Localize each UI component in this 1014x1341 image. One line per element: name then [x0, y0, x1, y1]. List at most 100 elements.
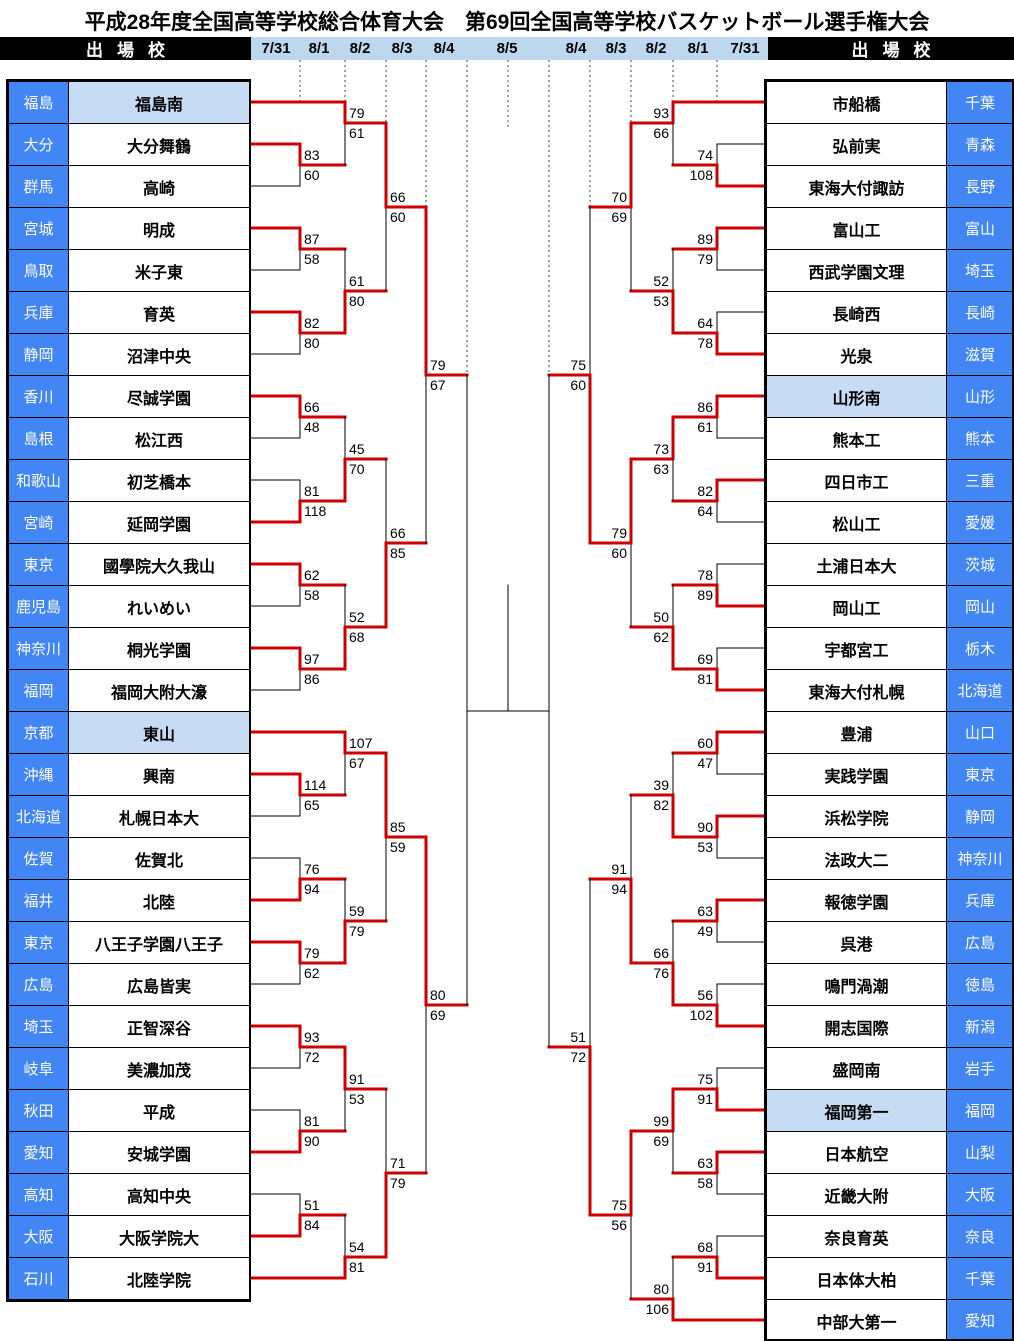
team-cell: 山形南 — [766, 375, 947, 418]
score-label: 61 — [349, 125, 365, 141]
score-label: 81 — [349, 1259, 365, 1275]
team-cell: 福島南 — [68, 81, 250, 124]
prefecture-cell: 岩手 — [946, 1047, 1014, 1090]
score-label: 71 — [390, 1155, 406, 1171]
score-label: 58 — [697, 1175, 713, 1191]
score-label: 52 — [349, 609, 365, 625]
score-label: 84 — [304, 1217, 320, 1233]
score-label: 60 — [570, 377, 586, 393]
prefecture-cell: 神奈川 — [8, 627, 69, 670]
team-cell: 福岡第一 — [766, 1089, 947, 1132]
prefecture-cell: 東京 — [946, 753, 1014, 796]
team-cell: 中部大第一 — [766, 1299, 947, 1341]
team-cell: 沼津中央 — [68, 333, 250, 376]
score-label: 69 — [653, 1133, 669, 1149]
score-label: 99 — [653, 1113, 669, 1129]
score-label: 60 — [611, 545, 627, 561]
prefecture-cell: 栃木 — [946, 627, 1014, 670]
prefecture-cell: 徳島 — [946, 963, 1014, 1006]
team-cell: 尽誠学園 — [68, 375, 250, 418]
score-label: 81 — [697, 671, 713, 687]
team-cell: 正智深谷 — [68, 1005, 250, 1048]
score-label: 72 — [304, 1049, 320, 1065]
score-label: 61 — [697, 419, 713, 435]
team-cell: 鳴門渦潮 — [766, 963, 947, 1006]
score-label: 86 — [304, 671, 320, 687]
prefecture-cell: 愛知 — [946, 1299, 1014, 1341]
score-label: 102 — [689, 1007, 713, 1023]
team-cell: 松山工 — [766, 501, 947, 544]
prefecture-cell: 大阪 — [946, 1173, 1014, 1216]
score-label: 39 — [653, 777, 669, 793]
score-label: 62 — [304, 965, 320, 981]
score-label: 80 — [430, 987, 446, 1003]
team-cell: 岡山工 — [766, 585, 947, 628]
team-cell: 米子東 — [68, 249, 250, 292]
date-label: 7/31 — [261, 40, 291, 57]
team-cell: 興南 — [68, 753, 250, 796]
team-cell: 盛岡南 — [766, 1047, 947, 1090]
score-label: 66 — [653, 945, 669, 961]
prefecture-cell: 京都 — [8, 711, 69, 754]
team-cell: 延岡学園 — [68, 501, 250, 544]
score-label: 82 — [653, 797, 669, 813]
score-label: 89 — [697, 231, 713, 247]
team-cell: 安城学園 — [68, 1131, 250, 1174]
team-cell: れいめい — [68, 585, 250, 628]
score-label: 67 — [430, 377, 446, 393]
team-cell: 育英 — [68, 291, 250, 334]
prefecture-cell: 長野 — [946, 165, 1014, 208]
prefecture-cell: 広島 — [946, 921, 1014, 964]
score-label: 53 — [653, 293, 669, 309]
score-label: 81 — [304, 1113, 320, 1129]
prefecture-cell: 香川 — [8, 375, 69, 418]
prefecture-cell: 東京 — [8, 921, 69, 964]
prefecture-cell: 福島 — [8, 81, 69, 124]
team-cell: 北陸 — [68, 879, 250, 922]
date-label: 8/1 — [308, 40, 330, 57]
team-cell: 近畿大附 — [766, 1173, 947, 1216]
prefecture-cell: 広島 — [8, 963, 69, 1006]
score-label: 56 — [697, 987, 713, 1003]
prefecture-cell: 滋賀 — [946, 333, 1014, 376]
team-cell: 桐光学園 — [68, 627, 250, 670]
team-cell: 平成 — [68, 1089, 250, 1132]
score-label: 79 — [611, 525, 627, 541]
score-label: 81 — [304, 483, 320, 499]
date-label: 8/3 — [391, 40, 413, 57]
team-cell: 大阪学院大 — [68, 1215, 250, 1258]
team-cell: 福岡大附大濠 — [68, 669, 250, 712]
team-cell: 東海大付札幌 — [766, 669, 947, 712]
team-cell: 國學院大久我山 — [68, 543, 250, 586]
team-cell: 西武学園文理 — [766, 249, 947, 292]
prefecture-cell: 埼玉 — [946, 249, 1014, 292]
team-cell: 熊本工 — [766, 417, 947, 460]
team-cell: 日本航空 — [766, 1131, 947, 1174]
team-cell: 東海大付諏訪 — [766, 165, 947, 208]
team-cell: 浜松学院 — [766, 795, 947, 838]
score-label: 94 — [304, 881, 320, 897]
score-label: 87 — [304, 231, 320, 247]
team-cell: 法政大二 — [766, 837, 947, 880]
score-label: 75 — [611, 1197, 627, 1213]
score-label: 78 — [697, 335, 713, 351]
score-label: 64 — [697, 315, 713, 331]
score-label: 69 — [697, 651, 713, 667]
date-header-strip — [251, 37, 768, 60]
date-label: 8/4 — [565, 40, 587, 57]
prefecture-cell: 千葉 — [946, 81, 1014, 124]
team-cell: 佐賀北 — [68, 837, 250, 880]
team-cell: 四日市工 — [766, 459, 947, 502]
team-cell: 美濃加茂 — [68, 1047, 250, 1090]
score-label: 68 — [349, 629, 365, 645]
score-label: 60 — [304, 167, 320, 183]
score-label: 59 — [349, 903, 365, 919]
score-label: 51 — [304, 1197, 320, 1213]
team-cell: 松江西 — [68, 417, 250, 460]
score-label: 93 — [653, 105, 669, 121]
score-label: 94 — [611, 881, 627, 897]
score-label: 91 — [697, 1091, 713, 1107]
prefecture-cell: 山形 — [946, 375, 1014, 418]
score-label: 62 — [304, 567, 320, 583]
